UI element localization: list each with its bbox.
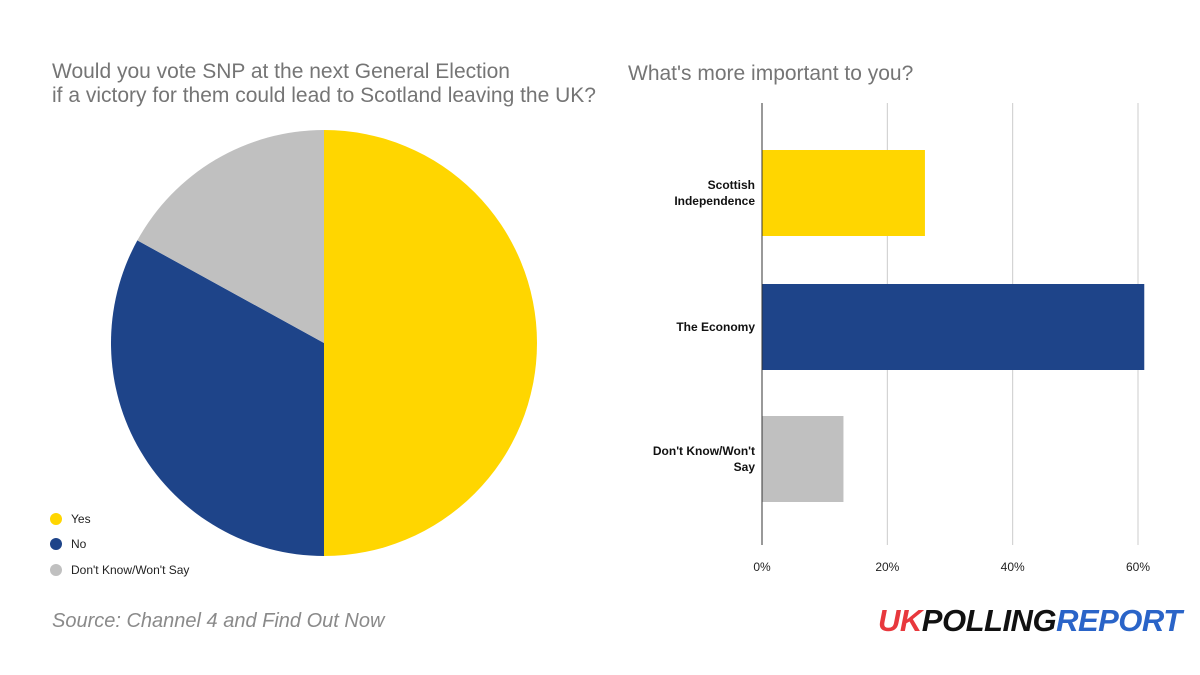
category-label-line: Don't Know/Won't: [653, 444, 755, 458]
bar-chart: Scottish Independence The Economy Don't Kno…: [653, 103, 1150, 574]
legend-swatch-no: [50, 538, 62, 551]
category-label-dont-know: Don't Know/Won't Say: [653, 444, 755, 474]
bar-dont-know[interactable]: [762, 416, 844, 502]
legend-item-no[interactable]: No: [50, 532, 189, 558]
bar-the-economy[interactable]: [762, 284, 1145, 370]
pie-chart-title: Would you vote SNP at the next General E…: [52, 60, 596, 108]
pie-legend: Yes No Don't Know/Won't Say: [50, 506, 189, 583]
x-tick-label-40: 40%: [1001, 560, 1025, 574]
logo-part-uk: UK: [878, 603, 922, 638]
category-label-line: Say: [734, 460, 756, 474]
category-label-line: Scottish: [708, 178, 755, 192]
pie-title-line-2: if a victory for them could lead to Scot…: [52, 84, 596, 107]
x-tick-label-0: 0%: [753, 560, 771, 574]
legend-swatch-yes: [50, 512, 62, 525]
category-label-line: The Economy: [676, 320, 755, 334]
category-label-scottish-independence: Scottish Independence: [674, 178, 755, 208]
bar-scottish-independence[interactable]: [762, 150, 925, 236]
pie-slice-no[interactable]: [110, 240, 324, 556]
x-tick-label-60: 60%: [1126, 560, 1150, 574]
logo-part-report: REPORT: [1056, 603, 1182, 638]
category-label-the-economy: The Economy: [676, 320, 755, 334]
legend-swatch-dont-know: [50, 563, 62, 576]
logo-part-polling: POLLING: [921, 603, 1057, 638]
source-note: Source: Channel 4 and Find Out Now: [52, 610, 385, 632]
pie-title-line-1: Would you vote SNP at the next General E…: [52, 60, 510, 83]
pie-slice-dont-know[interactable]: [137, 130, 324, 343]
pie-chart: [110, 130, 537, 556]
pie-slice-yes[interactable]: [324, 130, 537, 556]
legend-label-no: No: [71, 537, 87, 552]
legend-label-dont-know: Don't Know/Won't Say: [71, 562, 190, 577]
bar-chart-title: What's more important to you?: [628, 62, 914, 85]
uk-polling-report-logo: UKPOLLINGREPORT: [878, 603, 1182, 639]
legend-item-dont-know[interactable]: Don't Know/Won't Say: [50, 557, 189, 583]
category-label-line: Independence: [674, 194, 755, 208]
x-tick-label-20: 20%: [875, 560, 899, 574]
legend-label-yes: Yes: [71, 511, 91, 526]
legend-item-yes[interactable]: Yes: [50, 506, 189, 532]
